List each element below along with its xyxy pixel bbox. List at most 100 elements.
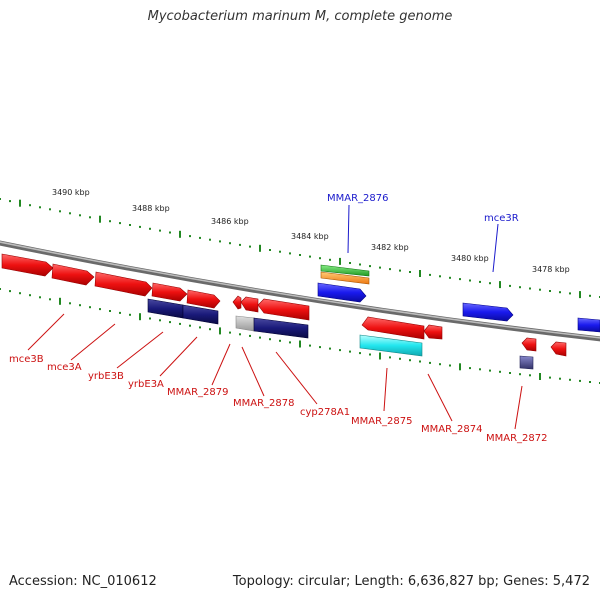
scale-minor-tick	[269, 249, 271, 251]
scale-major-tick	[299, 340, 301, 348]
scale-minor-tick	[499, 370, 501, 373]
forward-strand-genes	[317, 282, 600, 333]
scale-minor-tick	[319, 346, 321, 349]
gene-cyp278A1[interactable]	[257, 298, 310, 321]
accession-text: Accession: NC_010612	[9, 574, 157, 589]
scale-minor-tick	[169, 321, 171, 324]
scale-minor-tick	[349, 350, 351, 353]
scale-minor-tick	[279, 250, 281, 253]
gene-MMAR_2872[interactable]	[550, 341, 567, 357]
label-cyp278A1: cyp278A1	[300, 407, 350, 418]
feature-annotations	[147, 264, 534, 370]
gene-MMAR_2874[interactable]	[423, 324, 443, 340]
genome-title: Mycobacterium marinum M, complete genome	[147, 9, 453, 24]
scale-major-tick	[179, 230, 181, 238]
scale-major-tick	[19, 199, 21, 207]
gene-mce3A[interactable]	[51, 263, 95, 286]
scale-minor-tick	[139, 225, 141, 228]
feature-purple[interactable]	[519, 355, 534, 370]
scale-minor-tick	[569, 378, 571, 381]
scale-minor-tick	[269, 338, 271, 341]
scale-minor-tick	[209, 328, 211, 331]
scale-minor-tick	[129, 313, 131, 316]
scale-minor-tick	[439, 275, 441, 278]
scale-minor-tick	[459, 278, 461, 281]
scale-minor-tick	[49, 298, 51, 301]
scale-major-tick	[539, 373, 541, 380]
scale-minor-tick	[519, 286, 521, 289]
scale-minor-tick	[449, 364, 451, 367]
gene-MMAR_2873[interactable]	[521, 337, 537, 352]
scale-minor-tick	[99, 308, 101, 311]
gene-mce3R[interactable]	[462, 302, 514, 322]
feature-grey[interactable]	[235, 315, 255, 332]
gene-mce3B[interactable]	[1, 253, 54, 277]
scale-minor-tick	[39, 206, 41, 209]
scale-minor-tick	[79, 214, 81, 217]
scale-minor-tick	[49, 208, 51, 211]
feature-navy-1[interactable]	[147, 298, 184, 319]
gene-MMAR_2878[interactable]	[240, 296, 259, 313]
scale-minor-tick	[539, 288, 541, 291]
scale-minor-tick	[249, 245, 251, 248]
scale-minor-tick	[469, 279, 471, 282]
gene-yrbE3B[interactable]	[94, 271, 153, 297]
scale-minor-tick	[559, 377, 561, 380]
scale-minor-tick	[129, 224, 131, 226]
scale-minor-tick	[69, 212, 71, 215]
label-MMAR_2879: MMAR_2879	[167, 387, 229, 398]
scale-label-3480: 3480 kbp	[451, 254, 489, 263]
gene-MMAR_2879[interactable]	[186, 289, 221, 309]
scale-major-tick	[59, 297, 61, 305]
scale-minor-tick	[469, 367, 471, 370]
feature-navy-3[interactable]	[253, 317, 309, 339]
scale-minor-tick	[429, 273, 431, 276]
genome-backbone	[0, 240, 600, 342]
gene-MMAR_2875[interactable]	[361, 316, 425, 340]
scale-minor-tick	[9, 200, 11, 203]
scale-minor-tick	[319, 257, 321, 260]
scale-minor-tick	[189, 235, 191, 238]
gene-small-a[interactable]	[232, 295, 242, 310]
scale-minor-tick	[79, 304, 81, 307]
scale-minor-tick	[209, 238, 211, 241]
scale-minor-tick	[249, 334, 251, 337]
scale-minor-tick	[419, 360, 421, 363]
scale-minor-tick	[349, 262, 351, 264]
label-mce3B: mce3B	[9, 354, 44, 365]
label-MMAR_2875: MMAR_2875	[351, 416, 413, 427]
scale-minor-tick	[219, 240, 221, 243]
feature-cyan[interactable]	[359, 334, 423, 357]
scale-minor-tick	[339, 349, 341, 352]
gene-yrbE3A[interactable]	[151, 282, 188, 302]
scale-minor-tick	[359, 263, 361, 266]
feature-orange[interactable]	[320, 271, 370, 285]
scale-minor-tick	[309, 255, 311, 258]
scale-minor-tick	[19, 292, 21, 295]
scale-minor-tick	[229, 242, 231, 245]
feature-green[interactable]	[320, 264, 370, 277]
scale-label-3478: 3478 kbp	[532, 265, 570, 274]
genome-summary-text: Topology: circular; Length: 6,636,827 bp…	[232, 574, 590, 589]
feature-navy-2[interactable]	[182, 304, 219, 325]
scale-minor-tick	[299, 254, 301, 256]
gene-edge-forward[interactable]	[577, 317, 600, 333]
scale-minor-tick	[179, 322, 181, 325]
scale-minor-tick	[259, 336, 261, 339]
gene-MMAR_2876[interactable]	[317, 282, 367, 303]
scale-minor-tick	[159, 319, 161, 322]
scale-minor-tick	[169, 231, 171, 234]
label-MMAR_2876: MMAR_2876	[327, 193, 389, 204]
scale-minor-tick	[409, 359, 411, 362]
scale-minor-tick	[149, 317, 151, 320]
scale-minor-tick	[509, 372, 511, 374]
scale-minor-tick	[589, 294, 591, 297]
scale-major-tick	[499, 281, 501, 289]
scale-major-tick	[459, 363, 461, 371]
scale-minor-tick	[369, 265, 371, 268]
scale-minor-tick	[429, 361, 431, 364]
scale-minor-tick	[529, 287, 531, 290]
scale-minor-tick	[89, 306, 91, 309]
scale-minor-tick	[509, 284, 511, 287]
